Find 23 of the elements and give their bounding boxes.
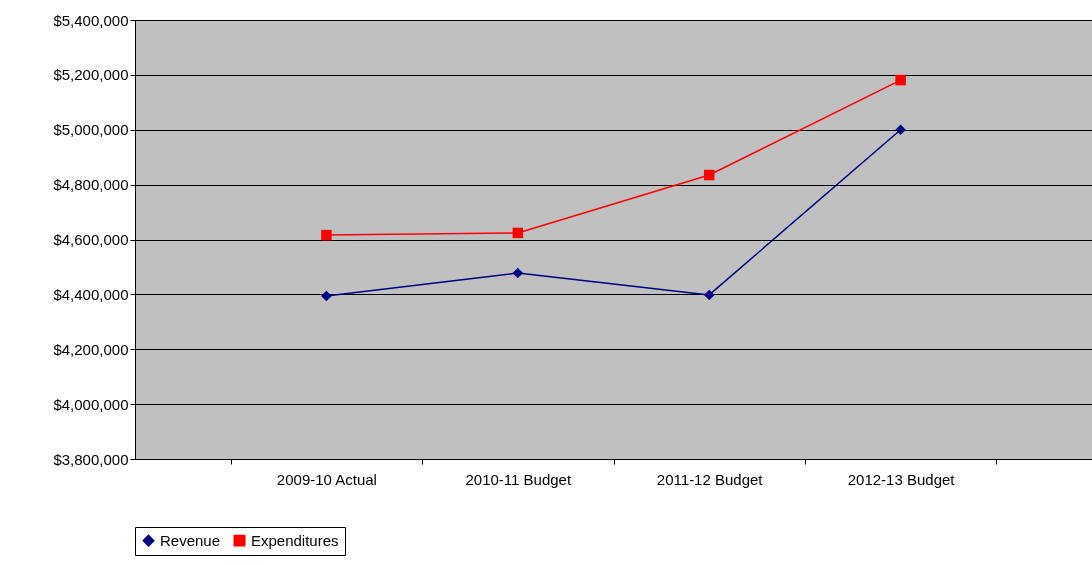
y-tick-label: $4,400,000	[53, 285, 129, 303]
y-tick-label: $5,000,000	[53, 121, 129, 139]
point	[703, 289, 715, 301]
y-tick-label: $5,200,000	[53, 66, 129, 84]
legend-label: Expenditures	[251, 531, 339, 549]
x-tick-label: 2011-12 Budget	[656, 470, 764, 488]
y-tick-label: $3,800,000	[53, 450, 129, 468]
legend-label: Revenue	[160, 531, 221, 549]
x-tick-label: 2010-11 Budget	[465, 470, 572, 488]
point	[321, 229, 332, 241]
point	[703, 169, 715, 181]
x-tick-label: 2009-10 Actual	[276, 470, 377, 488]
point	[895, 124, 906, 135]
point	[321, 290, 332, 302]
point	[895, 74, 906, 86]
y-tick-label: $4,600,000	[53, 231, 129, 248]
y-tick-label: $4,200,000	[53, 340, 129, 358]
point	[512, 267, 524, 279]
y-tick-label: $4,000,000	[53, 395, 129, 413]
x-tick-label: 2012-13 Budget	[847, 470, 956, 488]
y-tick-label: $5,400,000	[53, 11, 129, 29]
y-tick-label: $4,800,000	[53, 176, 129, 194]
point	[512, 227, 524, 239]
